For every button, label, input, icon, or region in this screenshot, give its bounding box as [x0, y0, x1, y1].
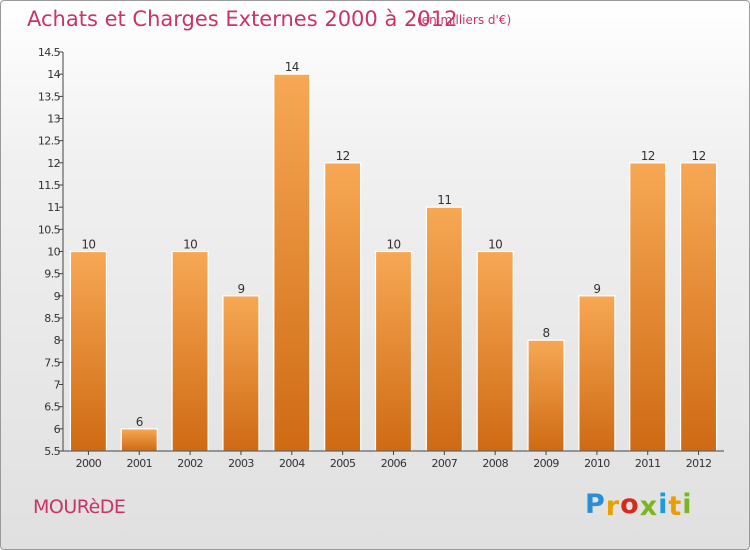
value-label: 10 — [386, 238, 400, 252]
logo-letter: o — [620, 489, 640, 520]
y-axis: 5.5 6 6.5 7 7.5 8 8.5 9 9.5 10 10.5 11 11.5 12 12.5 13 1… — [38, 46, 64, 458]
bar-2008 — [476, 250, 514, 452]
chart-title: Achats et Charges Externes 2000 à 2012 — [27, 7, 458, 31]
x-tick-label: 2001 — [126, 457, 152, 470]
y-tick-label: 8 — [54, 334, 61, 347]
logo-letter: P — [585, 489, 606, 520]
x-tick-label: 2008 — [482, 457, 508, 470]
y-tick-label: 14 — [47, 68, 60, 81]
y-tick-label: 5.5 — [44, 445, 60, 458]
x-tick-label: 2007 — [432, 457, 458, 470]
x-tick-label: 2012 — [686, 457, 712, 470]
bar-2006 — [374, 250, 413, 452]
value-label: 10 — [81, 238, 95, 252]
y-tick-label: 7 — [54, 379, 61, 392]
x-tick-label: 2006 — [381, 457, 407, 470]
y-tick-label: 13 — [47, 113, 60, 126]
y-tick-label: 13.5 — [38, 90, 61, 103]
value-label: 14 — [285, 60, 299, 74]
y-tick-label: 8.5 — [44, 312, 60, 325]
value-label: 12 — [641, 149, 655, 163]
logo-letter: x — [639, 491, 659, 522]
bar-2009 — [527, 339, 565, 452]
value-label: 9 — [593, 282, 600, 296]
bar-2003 — [222, 295, 260, 452]
commune-name: MOURèDE — [33, 496, 126, 518]
value-label: 6 — [136, 415, 143, 429]
x-tick-label: 2003 — [228, 457, 254, 470]
x-tick-label: 2009 — [533, 457, 559, 470]
logo-letter: r — [605, 491, 621, 522]
x-tick-label: 2000 — [76, 457, 102, 470]
value-label: 10 — [488, 238, 502, 252]
value-label: 12 — [336, 149, 350, 163]
x-tick-label: 2005 — [330, 457, 356, 470]
y-tick-label: 6.5 — [44, 401, 60, 414]
value-label: 10 — [183, 238, 197, 252]
y-tick-label: 11.5 — [38, 179, 61, 192]
bar-2010 — [578, 295, 616, 452]
bar-2007 — [425, 206, 463, 452]
bar-2002 — [171, 250, 209, 452]
x-tick-label: 2010 — [584, 457, 610, 470]
bar-2012 — [679, 162, 718, 452]
bar-2004 — [273, 73, 311, 452]
value-label: 8 — [543, 326, 550, 340]
y-tick-label: 9 — [54, 290, 61, 303]
logo-letter: i — [658, 489, 669, 520]
value-label: 11 — [437, 193, 451, 207]
logo-letter: i — [682, 489, 693, 520]
y-tick-label: 14.5 — [38, 46, 61, 59]
x-tick-label: 2002 — [177, 457, 203, 470]
value-label: 12 — [692, 149, 706, 163]
y-tick-label: 12 — [47, 157, 60, 170]
x-axis: 2000 2001 2002 2003 2004 2005 2006 2007 2008 2009… — [63, 450, 724, 470]
value-label: 9 — [237, 282, 244, 296]
bar-2000 — [69, 250, 108, 452]
bar-2011 — [629, 162, 667, 452]
y-tick-label: 10.5 — [38, 223, 61, 236]
chart-subtitle: (en milliers d'€) — [417, 13, 512, 27]
x-tick-label: 2004 — [279, 457, 305, 470]
y-tick-label: 10 — [47, 246, 60, 259]
y-tick-label: 6 — [54, 423, 61, 436]
y-tick-label: 11 — [47, 201, 60, 214]
bars: 10 6 10 9 14 12 10 11 10 8 9 12 12 — [69, 60, 718, 452]
x-tick-label: 2011 — [635, 457, 661, 470]
y-tick-label: 12.5 — [38, 135, 61, 148]
y-tick-label: 7.5 — [44, 356, 60, 369]
proxiti-logo[interactable]: Proxiti — [585, 489, 693, 522]
logo-letter: t — [668, 491, 683, 522]
y-tick-label: 9.5 — [44, 268, 60, 281]
bar-2005 — [324, 162, 362, 452]
bar-2001 — [120, 428, 158, 452]
